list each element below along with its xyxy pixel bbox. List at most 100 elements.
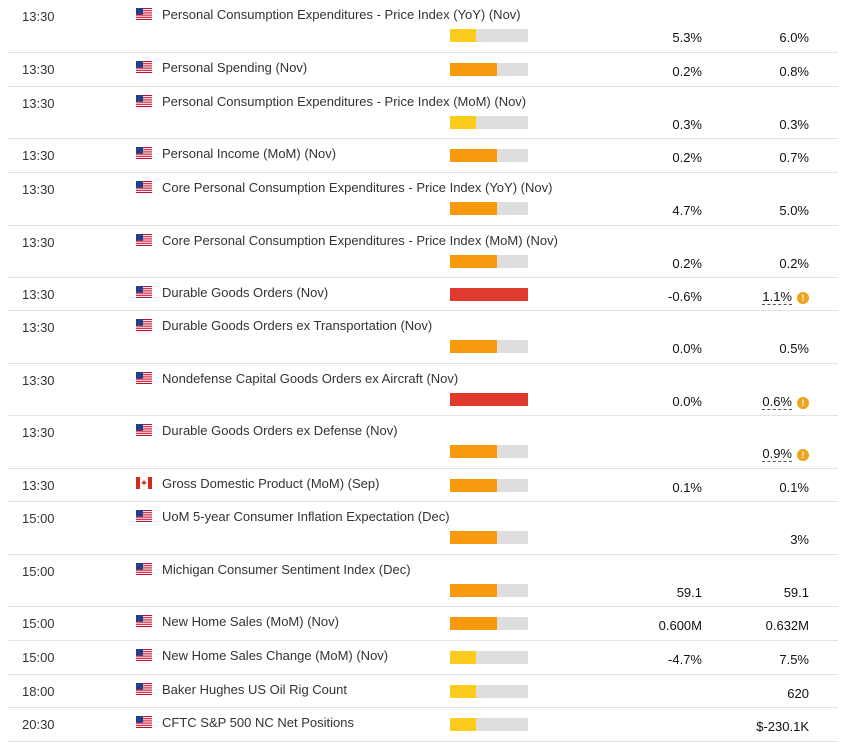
table-row[interactable]: 13:30 Personal Consumption Expenditures -… [8, 87, 838, 139]
event-name[interactable]: UoM 5-year Consumer Inflation Expectatio… [162, 509, 450, 524]
event-time: 13:30 [22, 287, 55, 302]
us-flag-icon [136, 510, 152, 522]
forecast-value[interactable]: 0.9%! [708, 446, 809, 462]
forecast-text: 0.2% [779, 256, 809, 271]
impact-fill [450, 288, 528, 301]
event-time: 13:30 [22, 182, 55, 197]
impact-fill [450, 340, 497, 353]
event-name[interactable]: Core Personal Consumption Expenditures -… [162, 180, 553, 195]
event-time: 13:30 [22, 373, 55, 388]
forecast-value: 0.8% [708, 64, 809, 79]
forecast-text: 59.1 [783, 585, 809, 600]
event-time: 13:30 [22, 235, 55, 250]
forecast-text: 0.632M [765, 618, 809, 633]
event-name[interactable]: CFTC S&P 500 NC Net Positions [162, 715, 354, 730]
forecast-value: $-230.1K [708, 719, 809, 734]
table-row[interactable]: 13:30 Nondefense Capital Goods Orders ex … [8, 364, 838, 416]
actual-value: 0.2% [672, 150, 702, 165]
table-row[interactable]: 13:30 Durable Goods Orders ex Transportat… [8, 311, 838, 364]
event-name[interactable]: Personal Spending (Nov) [162, 60, 308, 75]
table-row[interactable]: 13:30 Personal Income (MoM) (Nov) 0.2% 0.7% [8, 139, 838, 173]
warning-icon[interactable]: ! [797, 292, 809, 304]
table-row[interactable]: 15:00 New Home Sales (MoM) (Nov) 0.600M 0.6… [8, 607, 838, 641]
event-name[interactable]: Michigan Consumer Sentiment Index (Dec) [162, 562, 411, 577]
event-name[interactable]: Personal Consumption Expenditures - Pric… [162, 7, 521, 22]
forecast-text: 5.0% [779, 203, 809, 218]
impact-fill [450, 63, 497, 76]
event-time: 15:00 [22, 650, 55, 665]
impact-fill [450, 685, 476, 698]
forecast-text: 620 [787, 686, 809, 701]
impact-meter [450, 445, 528, 458]
table-row[interactable]: 13:30 Durable Goods Orders (Nov) -0.6% 1.1%… [8, 278, 838, 311]
event-name[interactable]: Personal Income (MoM) (Nov) [162, 146, 337, 161]
forecast-value: 0.5% [708, 341, 809, 356]
us-flag-icon [136, 8, 152, 20]
us-flag-icon [136, 234, 152, 246]
event-time: 18:00 [22, 684, 55, 699]
event-name[interactable]: Gross Domestic Product (MoM) (Sep) [162, 476, 380, 491]
table-row[interactable]: 20:30 CFTC S&P 500 NC Net Positions $-230.… [8, 708, 838, 742]
impact-fill [450, 29, 476, 42]
impact-meter [450, 63, 528, 76]
forecast-text: $-230.1K [756, 719, 809, 734]
impact-meter [450, 393, 528, 406]
impact-fill [450, 531, 497, 544]
forecast-text: 0.7% [779, 150, 809, 165]
us-flag-icon [136, 147, 152, 159]
event-name[interactable]: Personal Consumption Expenditures - Pric… [162, 94, 527, 109]
event-name[interactable]: Durable Goods Orders ex Defense (Nov) [162, 423, 398, 438]
actual-value: 0.2% [672, 64, 702, 79]
forecast-value[interactable]: 1.1%! [708, 289, 809, 305]
impact-fill [450, 255, 497, 268]
table-row[interactable]: 18:00 Baker Hughes US Oil Rig Count 620 [8, 675, 838, 708]
canada-flag-icon [136, 477, 152, 489]
table-row[interactable]: 15:00 New Home Sales Change (MoM) (Nov) -4… [8, 641, 838, 675]
event-name[interactable]: New Home Sales (MoM) (Nov) [162, 614, 339, 629]
us-flag-icon [136, 372, 152, 384]
actual-value: -0.6% [668, 289, 702, 304]
event-name[interactable]: Baker Hughes US Oil Rig Count [162, 682, 347, 697]
impact-meter [450, 29, 528, 42]
warning-icon[interactable]: ! [797, 397, 809, 409]
impact-meter [450, 116, 528, 129]
impact-meter [450, 149, 528, 162]
event-name[interactable]: Nondefense Capital Goods Orders ex Aircr… [162, 371, 459, 386]
table-row[interactable]: 13:30 Personal Consumption Expenditures -… [8, 0, 838, 53]
event-name[interactable]: New Home Sales Change (MoM) (Nov) [162, 648, 389, 663]
table-row[interactable]: 15:00 UoM 5-year Consumer Inflation Expec… [8, 502, 838, 555]
impact-meter [450, 202, 528, 215]
actual-value: 0.0% [672, 394, 702, 409]
impact-meter [450, 340, 528, 353]
actual-value: 4.7% [672, 203, 702, 218]
warning-icon[interactable]: ! [797, 449, 809, 461]
impact-fill [450, 445, 497, 458]
forecast-value: 7.5% [708, 652, 809, 667]
impact-meter [450, 255, 528, 268]
impact-fill [450, 202, 497, 215]
impact-meter [450, 479, 528, 492]
table-row[interactable]: 13:30 Durable Goods Orders ex Defense (No… [8, 416, 838, 469]
table-row[interactable]: 13:30 Gross Domestic Product (MoM) (Sep) 0… [8, 469, 838, 502]
forecast-text: 0.5% [779, 341, 809, 356]
impact-fill [450, 149, 497, 162]
forecast-value: 620 [708, 686, 809, 701]
table-row[interactable]: 13:30 Core Personal Consumption Expenditu… [8, 173, 838, 226]
table-row[interactable]: 13:30 Personal Spending (Nov) 0.2% 0.8% [8, 53, 838, 87]
forecast-value[interactable]: 0.6%! [708, 394, 809, 410]
us-flag-icon [136, 424, 152, 436]
actual-value: 59.1 [676, 585, 702, 600]
forecast-value: 0.2% [708, 256, 809, 271]
table-row[interactable]: 15:00 Michigan Consumer Sentiment Index (… [8, 555, 838, 607]
actual-value: 0.0% [672, 341, 702, 356]
us-flag-icon [136, 649, 152, 661]
event-name[interactable]: Core Personal Consumption Expenditures -… [162, 233, 558, 248]
event-time: 13:30 [22, 425, 55, 440]
event-time: 13:30 [22, 320, 55, 335]
forecast-value: 59.1 [708, 585, 809, 600]
event-time: 20:30 [22, 717, 55, 732]
event-name[interactable]: Durable Goods Orders (Nov) [162, 285, 329, 300]
event-name[interactable]: Durable Goods Orders ex Transportation (… [162, 318, 433, 333]
table-row[interactable]: 13:30 Core Personal Consumption Expenditu… [8, 226, 838, 278]
